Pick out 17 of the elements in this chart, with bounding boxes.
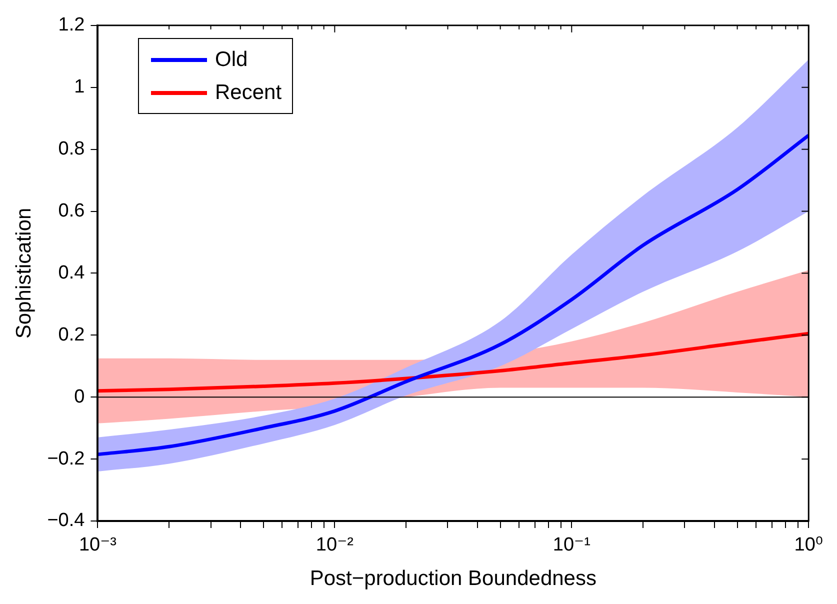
legend-label: Recent [215, 80, 282, 104]
y-tick-label: 1 [74, 76, 85, 98]
y-tick-label: 0.4 [58, 262, 86, 284]
x-tick-label: 10⁻² [316, 534, 354, 556]
y-axis-title: Sophistication [12, 208, 36, 339]
x-tick-label: 10⁰ [794, 534, 824, 556]
y-tick-label: 0.2 [58, 324, 85, 346]
legend-label: Old [215, 48, 248, 72]
y-tick-label: 0.6 [58, 200, 85, 222]
y-tick-label: 1.2 [58, 14, 85, 36]
y-tick-label: 0 [74, 386, 85, 408]
x-tick-label: 10⁻³ [78, 534, 116, 556]
y-tick-label: −0.4 [47, 510, 86, 532]
x-axis-title: Post−production Boundedness [310, 567, 596, 590]
x-tick-label: 10⁻¹ [552, 534, 590, 556]
y-tick-label: 0.8 [58, 138, 85, 160]
y-tick-label: −0.2 [47, 448, 85, 470]
